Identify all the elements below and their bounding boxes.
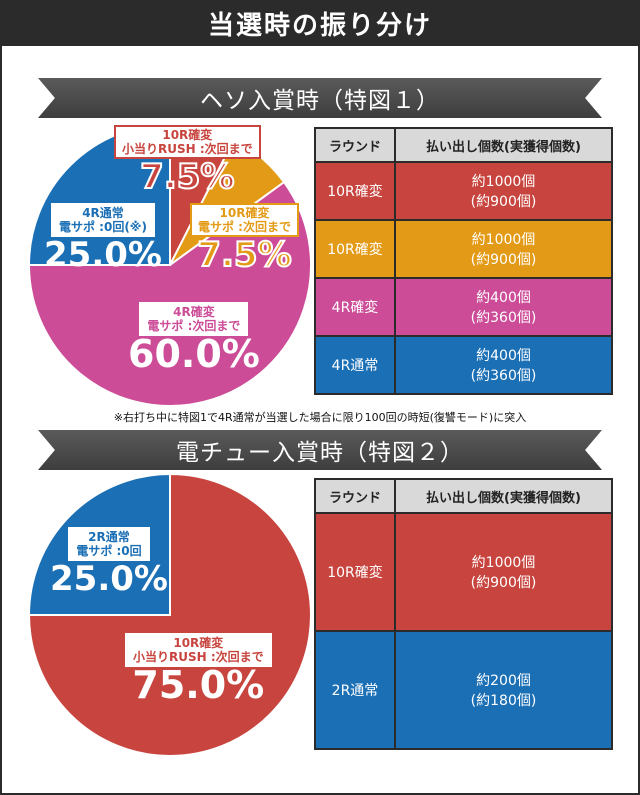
- label-heso-blue-line2: 電サポ :0回(※): [59, 220, 147, 234]
- label-heso-pink: 4R確変 電サポ :次回まで 60.0%: [128, 302, 260, 376]
- label-denchu-blue-line1: 2R通常: [88, 530, 130, 544]
- table-cell-payout: 約200個 (約180個): [394, 630, 613, 750]
- table-header-round: ラウンド: [314, 478, 396, 514]
- payout-table-denchu: ラウンド 払い出し個数(実獲得個数) 10R確変 約1000個 (約900個) 2…: [314, 478, 613, 750]
- label-denchu-blue-pct: 25.0%: [50, 559, 168, 599]
- table-cell-payout: 約400個 (約360個): [394, 277, 613, 337]
- section-heading-1: ヘソ入賞時（特図１）: [38, 78, 602, 118]
- payout-value: 約400個: [476, 348, 531, 364]
- table-cell-payout: 約1000個 (約900個): [394, 219, 613, 279]
- table-cell-round: 10R確変: [314, 512, 396, 632]
- table-cell-round: 4R通常: [314, 335, 396, 395]
- footnote: ※右打ち中に特図1で4R通常が当選した場合に限り100回の時短(復讐モード)に突…: [113, 411, 527, 424]
- table-row: 10R確変 約1000個 (約900個): [314, 512, 613, 632]
- label-denchu-red-pct: 75.0%: [132, 663, 265, 707]
- table-cell-round: 2R通常: [314, 630, 396, 750]
- pie-slice: [27, 180, 312, 407]
- label-heso-red: 10R確変 小当りRUSH :次回まで 7.5%: [114, 125, 261, 197]
- table-row: 4R確変 約400個 (約360個): [314, 277, 613, 337]
- page-title: 当選時の振り分け: [0, 0, 640, 46]
- label-denchu-blue: 2R通常 電サポ :0回 25.0%: [50, 527, 168, 597]
- payout-value: 約400個: [476, 290, 531, 306]
- table-header-payout: 払い出し個数(実獲得個数): [394, 127, 613, 163]
- label-denchu-blue-line2: 電サポ :0回: [76, 544, 142, 558]
- table-cell-round: 4R確変: [314, 277, 396, 337]
- payout-table-heso: ラウンド 払い出し個数(実獲得個数) 10R確変 約1000個 (約900個) 1…: [314, 127, 613, 395]
- table-row: 4R通常 約400個 (約360個): [314, 335, 613, 395]
- table-row: 10R確変 約1000個 (約900個): [314, 161, 613, 221]
- payout-value: 約1000個: [471, 555, 536, 571]
- table-cell-payout: 約1000個 (約900個): [394, 512, 613, 632]
- label-heso-blue-pct: 25.0%: [44, 235, 162, 275]
- label-heso-red-pct: 7.5%: [139, 157, 235, 197]
- label-heso-gold-line2: 電サポ :次回まで: [198, 220, 291, 234]
- table-cell-payout: 約400個 (約360個): [394, 335, 613, 395]
- payout-actual: (約900個): [470, 194, 537, 210]
- payout-value: 約1000個: [471, 174, 536, 190]
- payout-actual: (約900個): [470, 575, 537, 591]
- pie-chart-heso: [27, 122, 312, 407]
- label-heso-gold-line1: 10R確変: [219, 206, 270, 220]
- table-cell-round: 10R確変: [314, 219, 396, 279]
- label-heso-red-line1: 10R確変: [162, 128, 213, 142]
- section-heading-2: 電チュー入賞時（特図２）: [38, 430, 602, 470]
- pie-slice: [27, 472, 312, 757]
- payout-actual: (約900個): [470, 252, 537, 268]
- table-row: 10R確変 約1000個 (約900個): [314, 219, 613, 279]
- label-denchu-red-line1: 10R確変: [173, 636, 224, 650]
- label-heso-pink-line1: 4R確変: [173, 305, 215, 319]
- table-cell-payout: 約1000個 (約900個): [394, 161, 613, 221]
- table-header-round: ラウンド: [314, 127, 396, 163]
- label-heso-gold: 10R確変 電サポ :次回まで 7.5%: [190, 203, 299, 275]
- label-heso-pink-pct: 60.0%: [128, 332, 260, 376]
- payout-actual: (約360個): [470, 368, 537, 384]
- label-heso-blue: 4R通常 電サポ :0回(※) 25.0%: [44, 203, 162, 273]
- label-heso-pink-line2: 電サポ :次回まで: [147, 319, 241, 333]
- pie-chart-denchu: [27, 472, 312, 757]
- payout-actual: (約360個): [470, 310, 537, 326]
- payout-value: 約1000個: [471, 232, 536, 248]
- table-cell-round: 10R確変: [314, 161, 396, 221]
- label-heso-gold-pct: 7.5%: [196, 235, 292, 275]
- payout-value: 約200個: [476, 673, 531, 689]
- payout-actual: (約180個): [470, 693, 537, 709]
- label-denchu-red-line2: 小当りRUSH :次回まで: [133, 650, 264, 664]
- table-row: 2R通常 約200個 (約180個): [314, 630, 613, 750]
- label-heso-red-line2: 小当りRUSH :次回まで: [122, 142, 253, 156]
- label-heso-blue-line1: 4R通常: [82, 206, 124, 220]
- label-denchu-red: 10R確変 小当りRUSH :次回まで 75.0%: [125, 633, 272, 707]
- table-header-payout: 払い出し個数(実獲得個数): [394, 478, 613, 514]
